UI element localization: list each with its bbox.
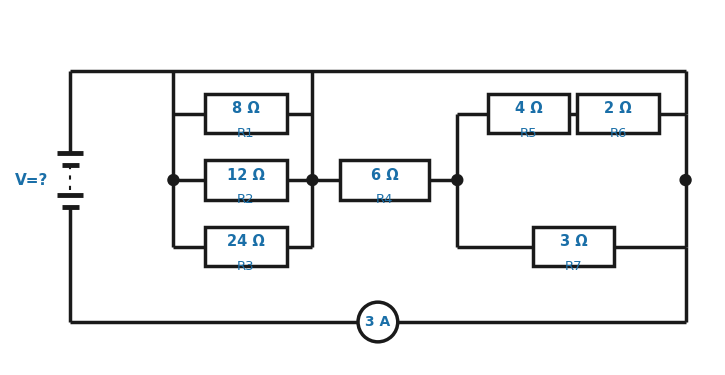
Text: R3: R3 (237, 260, 254, 273)
Text: 2 Ω: 2 Ω (604, 101, 632, 116)
FancyBboxPatch shape (340, 160, 429, 200)
FancyBboxPatch shape (205, 227, 286, 266)
Text: R1: R1 (237, 127, 254, 140)
Text: 12 Ω: 12 Ω (227, 168, 265, 183)
FancyBboxPatch shape (488, 94, 569, 134)
Text: 3 Ω: 3 Ω (560, 234, 587, 249)
Text: 8 Ω: 8 Ω (232, 101, 260, 116)
Text: V=?: V=? (15, 172, 49, 188)
Text: 3 A: 3 A (365, 315, 391, 329)
FancyBboxPatch shape (533, 227, 614, 266)
Text: 4 Ω: 4 Ω (515, 101, 542, 116)
FancyBboxPatch shape (205, 94, 286, 134)
Circle shape (452, 175, 463, 186)
Circle shape (680, 175, 691, 186)
Text: R2: R2 (237, 194, 254, 206)
Text: R5: R5 (520, 127, 537, 140)
Circle shape (307, 175, 318, 186)
Text: R6: R6 (609, 127, 627, 140)
Text: R7: R7 (565, 260, 582, 273)
Text: 24 Ω: 24 Ω (227, 234, 265, 249)
FancyBboxPatch shape (577, 94, 659, 134)
Text: R4: R4 (376, 194, 394, 206)
Circle shape (358, 302, 398, 342)
Text: 6 Ω: 6 Ω (371, 168, 399, 183)
FancyBboxPatch shape (205, 160, 286, 200)
Circle shape (168, 175, 179, 186)
